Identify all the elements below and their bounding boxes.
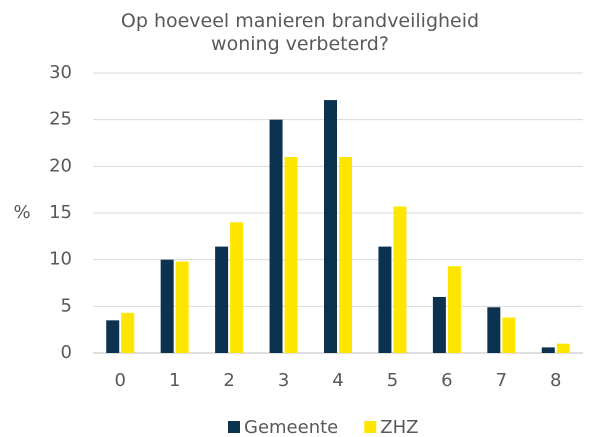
bar xyxy=(215,246,229,353)
bar xyxy=(487,307,501,353)
legend-swatch xyxy=(228,421,240,433)
bar xyxy=(502,317,516,353)
bar xyxy=(230,222,244,353)
bar xyxy=(324,100,337,353)
y-axis-label: % xyxy=(13,202,30,223)
x-tick-label: 2 xyxy=(223,370,234,391)
bar xyxy=(121,312,135,353)
legend-label: ZHZ xyxy=(380,417,418,437)
y-tick-label: 30 xyxy=(49,62,72,83)
x-tick-label: 0 xyxy=(114,370,125,391)
bar xyxy=(541,347,555,353)
y-tick-label: 25 xyxy=(49,109,72,130)
bar xyxy=(160,259,174,353)
x-tick-label: 7 xyxy=(496,370,507,391)
x-tick-label: 6 xyxy=(441,370,452,391)
chart-title: Op hoeveel manieren brandveiligheid woni… xyxy=(120,10,480,55)
legend-label: Gemeente xyxy=(244,417,338,437)
y-tick-label: 0 xyxy=(61,342,72,363)
y-tick-label: 5 xyxy=(61,295,72,316)
y-tick-label: 20 xyxy=(49,155,72,176)
bar xyxy=(393,206,407,353)
bar xyxy=(284,157,298,353)
x-tick-label: 3 xyxy=(278,370,289,391)
bar xyxy=(447,266,461,353)
bar xyxy=(432,297,446,353)
bar xyxy=(339,157,352,353)
legend-swatch xyxy=(364,421,377,433)
bar xyxy=(378,246,392,353)
x-tick-label: 5 xyxy=(387,370,398,391)
bar xyxy=(269,119,283,354)
x-tick-label: 1 xyxy=(169,370,180,391)
y-tick-label: 10 xyxy=(49,249,72,270)
bar xyxy=(556,343,570,353)
bar xyxy=(106,320,120,353)
x-tick-label: 4 xyxy=(332,370,343,391)
bar xyxy=(175,261,189,353)
x-tick-label: 8 xyxy=(550,370,561,391)
y-tick-label: 15 xyxy=(49,202,72,223)
